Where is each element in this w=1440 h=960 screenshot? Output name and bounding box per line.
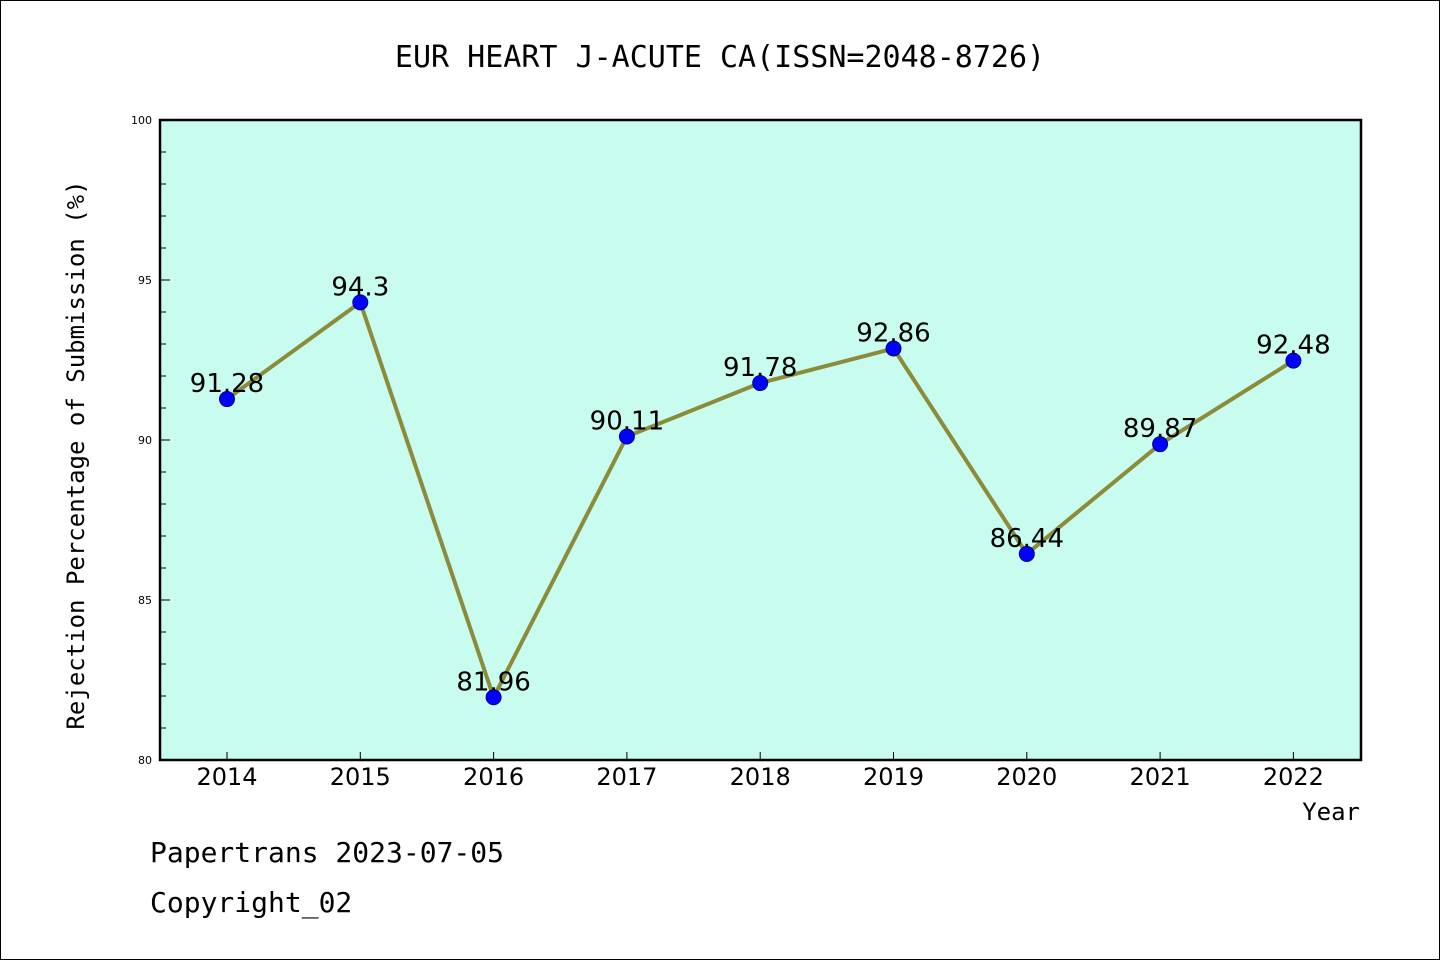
y-axis-ticks: 80 85 90 95 100 — [131, 114, 170, 767]
data-label: 92.48 — [1256, 331, 1330, 361]
x-tick-label: 2021 — [1130, 763, 1191, 791]
series-markers — [219, 294, 1302, 706]
footer-copyright: Copyright_02 — [150, 886, 353, 919]
y-tick-label: 100 — [131, 114, 152, 127]
y-tick-label: 80 — [138, 754, 152, 767]
y-tick-label: 90 — [138, 434, 152, 447]
data-point-marker — [1152, 436, 1169, 453]
data-label: 92.86 — [856, 318, 930, 348]
data-point-marker — [1285, 352, 1302, 369]
x-tick-label: 2020 — [996, 763, 1057, 791]
x-axis-label: Year — [1302, 798, 1360, 826]
data-label: 86.44 — [990, 524, 1064, 554]
data-label: 81.96 — [456, 667, 530, 697]
data-label: 91.78 — [723, 353, 797, 383]
x-tick-label: 2019 — [863, 763, 924, 791]
data-point-marker — [219, 391, 235, 408]
data-point-marker — [485, 689, 502, 706]
data-label: 94.3 — [331, 272, 389, 302]
x-tick-label: 2018 — [730, 763, 791, 791]
x-tick-label: 2014 — [196, 763, 257, 791]
data-point-marker — [752, 375, 769, 392]
data-label: 89.87 — [1123, 414, 1197, 444]
data-point-marker — [885, 340, 902, 357]
x-tick-label: 2016 — [463, 763, 524, 791]
data-labels: 91.28 94.3 81.96 90.11 91.78 92.86 86.44 89.87 9… — [190, 272, 1331, 697]
data-label: 91.28 — [190, 369, 264, 399]
y-tick-label: 85 — [138, 594, 152, 607]
x-axis-ticks: 2014 2015 2016 2017 2018 2019 2020 2021 2022 — [196, 752, 1324, 791]
data-point-marker — [1018, 545, 1035, 562]
footer-date: Papertrans 2023-07-05 — [150, 836, 505, 869]
x-tick-label: 2017 — [596, 763, 657, 791]
data-point-marker — [352, 294, 369, 311]
y-tick-label: 95 — [138, 274, 152, 287]
y-axis-label: Rejection Percentage of Submission (%) — [62, 180, 90, 729]
data-point-marker — [618, 428, 635, 445]
x-tick-label: 2015 — [330, 763, 391, 791]
x-tick-label: 2022 — [1263, 763, 1324, 791]
data-label: 90.11 — [590, 406, 664, 436]
chart-title: EUR HEART J-ACUTE CA(ISSN=2048-8726) — [395, 40, 1045, 75]
